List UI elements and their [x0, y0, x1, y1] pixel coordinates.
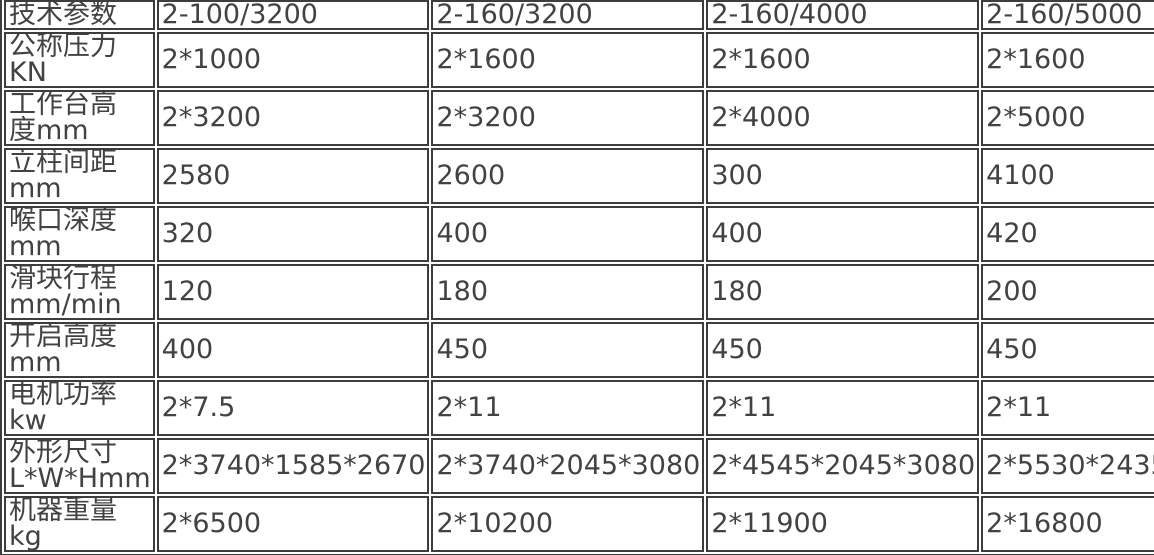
param-label-line2: mm — [9, 347, 62, 378]
value-cell: 400 — [706, 206, 980, 262]
value-cell: 180 — [431, 264, 705, 320]
value-cell: 2*11 — [981, 380, 1154, 436]
param-label-cell: 工作台高 度mm — [4, 90, 155, 146]
value-cell: 2*3200 — [431, 90, 705, 146]
value-cell: 2*5000 — [981, 90, 1154, 146]
param-label-cell: 外形尺寸 L*W*Hmm — [4, 438, 155, 494]
param-label-line1: 外形尺寸 — [9, 438, 117, 468]
value-cell: 2580 — [156, 148, 430, 204]
value-cell: 2*16800 — [981, 496, 1154, 552]
value-cell: 450 — [981, 322, 1154, 378]
table-row-machine-weight: 机器重量 kg 2*6500 2*10200 2*11900 2*16800 — [4, 496, 1154, 552]
param-label-cell: 滑块行程 mm/min — [4, 264, 155, 320]
param-label-line1: 公称压力 — [9, 32, 117, 62]
param-label-cell: 立柱间距 mm — [4, 148, 155, 204]
value-cell: 180 — [706, 264, 980, 320]
value-cell: 2600 — [431, 148, 705, 204]
value-cell: 4100 — [981, 148, 1154, 204]
value-cell: 2*3740*2045*3080 — [431, 438, 705, 494]
header-model-cell: 2-160/4000 — [706, 0, 980, 30]
param-label-line2: kg — [9, 521, 42, 552]
param-label-cell: 喉口深度 mm — [4, 206, 155, 262]
value-cell: 300 — [706, 148, 980, 204]
value-cell: 400 — [431, 206, 705, 262]
value-cell: 320 — [156, 206, 430, 262]
value-cell: 200 — [981, 264, 1154, 320]
value-cell: 2*1600 — [706, 32, 980, 88]
value-cell: 2*11900 — [706, 496, 980, 552]
value-cell: 2*1600 — [431, 32, 705, 88]
param-label-line2: mm — [9, 173, 62, 204]
value-cell: 450 — [706, 322, 980, 378]
table-row-nominal-pressure: 公称压力 KN 2*1000 2*1600 2*1600 2*1600 — [4, 32, 1154, 88]
table-row-column-spacing: 立柱间距 mm 2580 2600 300 4100 — [4, 148, 1154, 204]
param-label-line2: 度mm — [9, 115, 89, 146]
table-row-throat-depth: 喉口深度 mm 320 400 400 420 — [4, 206, 1154, 262]
param-label-line1: 立柱间距 — [9, 148, 117, 178]
param-label-line1: 工作台高 — [9, 90, 117, 120]
param-label-line1: 电机功率 — [9, 380, 117, 410]
value-cell: 120 — [156, 264, 430, 320]
table-row-motor-power: 电机功率 kw 2*7.5 2*11 2*11 2*11 — [4, 380, 1154, 436]
value-cell: 2*11 — [431, 380, 705, 436]
param-label-line2: kw — [9, 405, 47, 436]
value-cell: 2*3740*1585*2670 — [156, 438, 430, 494]
value-cell: 2*1600 — [981, 32, 1154, 88]
header-param-cell: 技术参数 — [4, 0, 155, 30]
param-label-line1: 滑块行程 — [9, 264, 117, 294]
table-row-worktable-height: 工作台高 度mm 2*3200 2*3200 2*4000 2*5000 — [4, 90, 1154, 146]
value-cell: 2*4545*2045*3080 — [706, 438, 980, 494]
value-cell: 2*3200 — [156, 90, 430, 146]
value-cell: 2*10200 — [431, 496, 705, 552]
header-row: 技术参数 2-100/3200 2-160/3200 2-160/4000 2-… — [4, 0, 1154, 30]
header-model-cell: 2-160/5000 — [981, 0, 1154, 30]
value-cell: 2*7.5 — [156, 380, 430, 436]
param-label-cell: 公称压力 KN — [4, 32, 155, 88]
table-row-open-height: 开启高度 mm 400 450 450 450 — [4, 322, 1154, 378]
value-cell: 2*4000 — [706, 90, 980, 146]
param-label-line2: KN — [9, 57, 47, 88]
param-label-cell: 机器重量 kg — [4, 496, 155, 552]
value-cell: 2*6500 — [156, 496, 430, 552]
header-model-cell: 2-160/3200 — [431, 0, 705, 30]
param-label-line1: 喉口深度 — [9, 206, 117, 236]
value-cell: 420 — [981, 206, 1154, 262]
param-label-cell: 开启高度 mm — [4, 322, 155, 378]
param-label-line2: L*W*Hmm — [9, 463, 151, 494]
value-cell: 2*1000 — [156, 32, 430, 88]
value-cell: 400 — [156, 322, 430, 378]
param-label-line2: mm/min — [9, 289, 122, 320]
param-label-line1: 开启高度 — [9, 322, 117, 352]
table-row-overall-dimensions: 外形尺寸 L*W*Hmm 2*3740*1585*2670 2*3740*204… — [4, 438, 1154, 494]
param-label-cell: 电机功率 kw — [4, 380, 155, 436]
value-cell: 2*11 — [706, 380, 980, 436]
header-model-cell: 2-100/3200 — [156, 0, 430, 30]
param-label-line2: mm — [9, 231, 62, 262]
param-label-line1: 机器重量 — [9, 496, 117, 526]
value-cell: 450 — [431, 322, 705, 378]
table-row-slide-stroke: 滑块行程 mm/min 120 180 180 200 — [4, 264, 1154, 320]
value-cell: 2*5530*2435 — [981, 438, 1154, 494]
